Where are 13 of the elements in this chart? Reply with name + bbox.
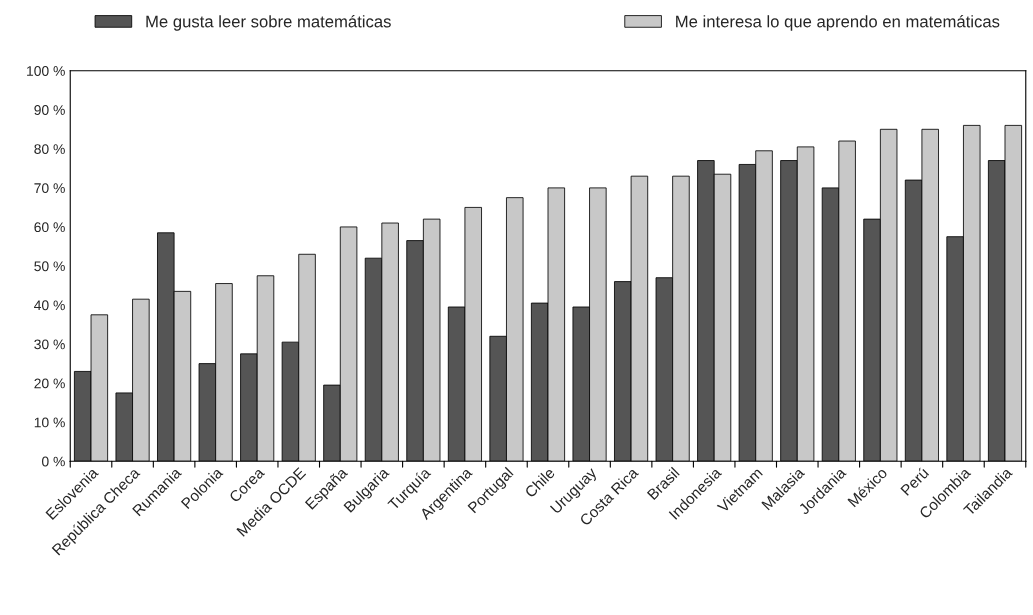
y-tick-label: 10 % — [34, 417, 65, 428]
y-tick-label: 20 % — [34, 378, 65, 389]
legend-label: Me interesa lo que aprendo en matemáticas — [676, 15, 1000, 31]
y-tick-label: 90 % — [34, 105, 65, 115]
y-tick-label: 50 % — [34, 261, 65, 272]
legend-label: Me gusta leer sobre matemáticas — [146, 15, 391, 31]
y-tick-label: 0 % — [41, 456, 65, 467]
y-tick-label: 70 % — [34, 183, 65, 194]
y-tick-label: 60 % — [34, 222, 65, 233]
y-tick-label: 30 % — [34, 339, 65, 350]
y-tick-label: 100 % — [27, 66, 65, 76]
y-tick-label: 40 % — [34, 300, 65, 311]
y-tick-label: 80 % — [34, 144, 65, 154]
